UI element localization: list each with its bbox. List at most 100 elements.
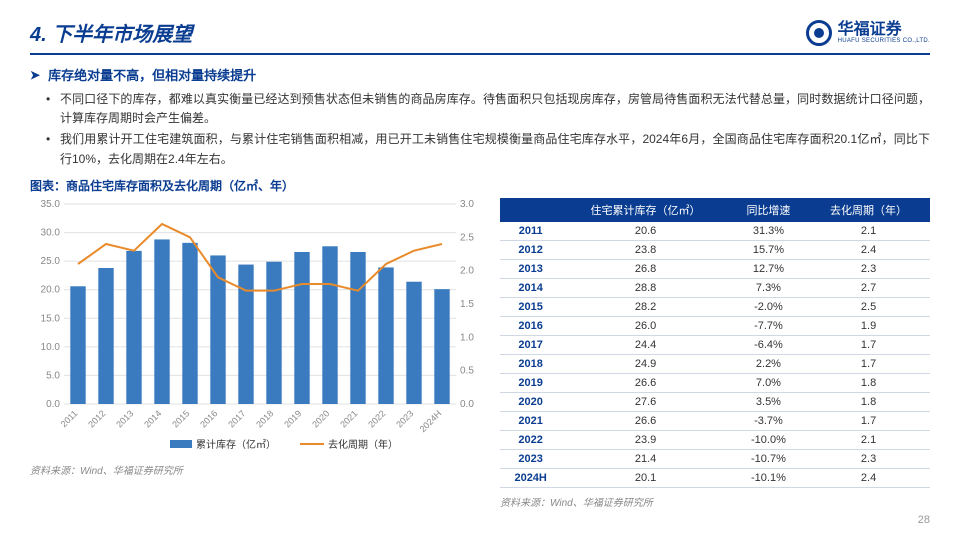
table-cell: 3.5% xyxy=(730,392,807,411)
table-cell: 2024H xyxy=(500,468,561,487)
svg-text:2018: 2018 xyxy=(254,408,275,429)
table-cell: 28.8 xyxy=(561,278,729,297)
subhead-text: 库存绝对量不高，但相对量持续提升 xyxy=(48,65,256,84)
header-divider xyxy=(30,53,930,55)
table-cell: 2014 xyxy=(500,278,561,297)
page-number: 28 xyxy=(918,514,930,526)
table-row: 201626.0-7.7%1.9 xyxy=(500,316,930,335)
table-cell: 1.8 xyxy=(807,373,930,392)
table-cell: 2019 xyxy=(500,373,561,392)
table-cell: 7.0% xyxy=(730,373,807,392)
table-cell: 1.7 xyxy=(807,354,930,373)
table-cell: 2.5 xyxy=(807,297,930,316)
table-row: 202321.4-10.7%2.3 xyxy=(500,449,930,468)
table-row: 201326.812.7%2.3 xyxy=(500,259,930,278)
svg-text:2024H: 2024H xyxy=(418,408,444,434)
svg-text:2019: 2019 xyxy=(282,408,303,429)
table-cell: 24.9 xyxy=(561,354,729,373)
table-cell: 2022 xyxy=(500,430,561,449)
svg-text:去化周期（年）: 去化周期（年） xyxy=(328,438,398,451)
table-cell: -10.1% xyxy=(730,468,807,487)
table-cell: -6.4% xyxy=(730,335,807,354)
table-cell: 24.4 xyxy=(561,335,729,354)
table-row: 201428.87.3%2.7 xyxy=(500,278,930,297)
svg-text:2015: 2015 xyxy=(170,408,191,429)
svg-text:15.0: 15.0 xyxy=(41,313,61,324)
table-cell: 1.9 xyxy=(807,316,930,335)
svg-text:10.0: 10.0 xyxy=(41,342,61,353)
svg-text:20.0: 20.0 xyxy=(41,284,61,295)
table-cell: 23.9 xyxy=(561,430,729,449)
svg-text:2012: 2012 xyxy=(86,408,107,429)
table-cell: -7.7% xyxy=(730,316,807,335)
table-cell: 7.3% xyxy=(730,278,807,297)
table-cell: 27.6 xyxy=(561,392,729,411)
table-cell: 1.8 xyxy=(807,392,930,411)
svg-text:30.0: 30.0 xyxy=(41,227,61,238)
table-cell: -3.7% xyxy=(730,411,807,430)
svg-text:2020: 2020 xyxy=(310,408,331,429)
table-cell: 26.6 xyxy=(561,373,729,392)
svg-text:2017: 2017 xyxy=(226,408,247,429)
chart-source: 资料来源：Wind、华福证券研究所 xyxy=(30,462,490,477)
table-cell: 2013 xyxy=(500,259,561,278)
table-cell: 2.2% xyxy=(730,354,807,373)
table-cell: 12.7% xyxy=(730,259,807,278)
svg-text:35.0: 35.0 xyxy=(41,199,61,210)
table-cell: 20.6 xyxy=(561,222,729,241)
table-cell: 26.8 xyxy=(561,259,729,278)
logo-text: 华福证券 xyxy=(838,22,930,38)
table-cell: 2016 xyxy=(500,316,561,335)
page-title: 4. 下半年市场展望 xyxy=(30,18,192,47)
svg-text:0.0: 0.0 xyxy=(46,399,60,410)
table-cell: 20.1 xyxy=(561,468,729,487)
table-cell: 26.6 xyxy=(561,411,729,430)
svg-text:0.0: 0.0 xyxy=(460,399,474,410)
table-header-cell: 去化周期（年） xyxy=(807,198,930,222)
table-cell: 2011 xyxy=(500,222,561,241)
table-row: 201824.92.2%1.7 xyxy=(500,354,930,373)
data-table: 住宅累计库存（亿㎡）同比增速去化周期（年） 201120.631.3%2.120… xyxy=(500,198,930,488)
svg-text:5.0: 5.0 xyxy=(46,370,60,381)
bullet-list: 不同口径下的库存，都难以真实衡量已经达到预售状态但未销售的商品房库存。待售面积只… xyxy=(46,90,930,169)
company-logo: 华福证券 HUAFU SECURITIES CO.,LTD. xyxy=(806,20,930,46)
table-cell: 21.4 xyxy=(561,449,729,468)
table-cell: 1.7 xyxy=(807,411,930,430)
svg-text:0.5: 0.5 xyxy=(460,365,474,376)
table-cell: 23.8 xyxy=(561,240,729,259)
svg-text:2.0: 2.0 xyxy=(460,265,474,276)
table-cell: 31.3% xyxy=(730,222,807,241)
table-row: 202223.9-10.0%2.1 xyxy=(500,430,930,449)
arrow-icon: ➤ xyxy=(30,68,40,82)
svg-text:2014: 2014 xyxy=(142,408,163,429)
section-subheading: ➤ 库存绝对量不高，但相对量持续提升 xyxy=(30,65,930,84)
table-cell: 2.4 xyxy=(807,240,930,259)
table-cell: -10.7% xyxy=(730,449,807,468)
table-row: 202027.63.5%1.8 xyxy=(500,392,930,411)
table-cell: 2.3 xyxy=(807,259,930,278)
svg-text:25.0: 25.0 xyxy=(41,256,61,267)
chart-title: 图表：商品住宅库存面积及去化周期（亿㎡、年） xyxy=(30,177,930,194)
table-header-cell: 同比增速 xyxy=(730,198,807,222)
svg-text:2021: 2021 xyxy=(338,408,359,429)
table-cell: 2020 xyxy=(500,392,561,411)
table-header-cell xyxy=(500,198,561,222)
inventory-chart: 0.05.010.015.020.025.030.035.00.00.51.01… xyxy=(30,198,490,458)
table-cell: 2.7 xyxy=(807,278,930,297)
table-cell: 2015 xyxy=(500,297,561,316)
table-cell: 1.7 xyxy=(807,335,930,354)
table-cell: 26.0 xyxy=(561,316,729,335)
svg-text:2013: 2013 xyxy=(114,408,135,429)
table-cell: 2018 xyxy=(500,354,561,373)
svg-text:累计库存（亿㎡）: 累计库存（亿㎡） xyxy=(196,438,276,451)
svg-text:3.0: 3.0 xyxy=(460,199,474,210)
bullet-item: 我们用累计开工住宅建筑面积，与累计住宅销售面积相减，用已开工未销售住宅规模衡量商… xyxy=(46,130,930,168)
table-row: 201528.2-2.0%2.5 xyxy=(500,297,930,316)
table-cell: -2.0% xyxy=(730,297,807,316)
table-cell: 2023 xyxy=(500,449,561,468)
table-cell: 2021 xyxy=(500,411,561,430)
table-cell: 2.4 xyxy=(807,468,930,487)
bullet-item: 不同口径下的库存，都难以真实衡量已经达到预售状态但未销售的商品房库存。待售面积只… xyxy=(46,90,930,128)
table-cell: 2.3 xyxy=(807,449,930,468)
table-row: 201926.67.0%1.8 xyxy=(500,373,930,392)
